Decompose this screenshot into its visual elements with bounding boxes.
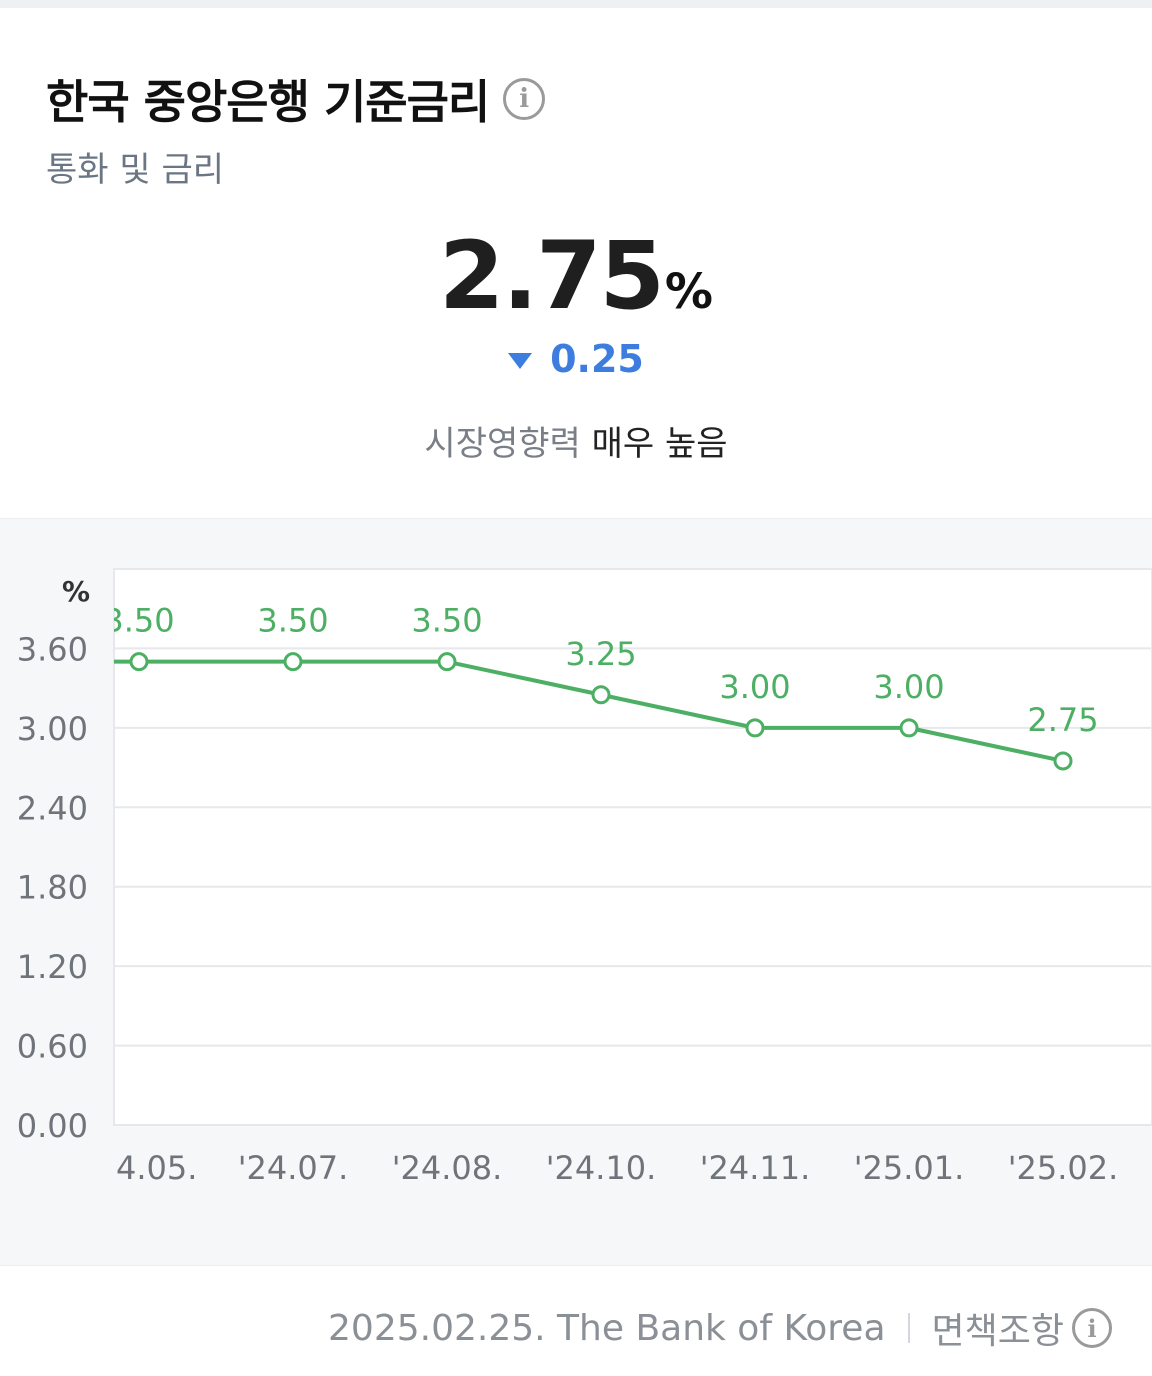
data-point xyxy=(899,718,919,738)
rate-unit: % xyxy=(664,264,714,320)
triangle-down-icon xyxy=(508,353,533,369)
data-point xyxy=(1053,751,1073,771)
data-label: 3.00 xyxy=(873,668,944,706)
market-impact-value: 매우 높음 xyxy=(591,424,728,464)
data-label: 3.00 xyxy=(719,668,790,706)
y-tick-label: 0.00 xyxy=(17,1107,88,1145)
footer-divider xyxy=(907,1313,910,1343)
market-impact-label: 시장영향력 xyxy=(424,424,581,464)
page-title: 한국 중앙은행 기준금리 xyxy=(46,75,490,129)
category-subtitle: 통화 및 금리 xyxy=(46,150,225,190)
header: 한국 중앙은행 기준금리 i 통화 및 금리 xyxy=(46,64,1106,191)
data-point xyxy=(437,652,457,672)
title-row: 한국 중앙은행 기준금리 i xyxy=(46,64,1106,134)
y-tick-label: 3.60 xyxy=(17,630,88,668)
x-tick-label: '24.08. xyxy=(392,1149,503,1187)
data-label: 3.50 xyxy=(411,602,482,640)
info-icon[interactable]: i xyxy=(1072,1308,1112,1348)
y-tick-label: 3.00 xyxy=(17,710,88,748)
top-strip xyxy=(0,0,1152,8)
footer: 2025.02.25. The Bank of Korea 면책조항 i xyxy=(0,1302,1112,1354)
disclaimer-link[interactable]: 면책조항 xyxy=(931,1311,1064,1352)
data-point xyxy=(283,652,303,672)
data-label: 3.25 xyxy=(565,635,636,673)
data-label: 3.50 xyxy=(103,602,174,640)
data-point xyxy=(591,685,611,705)
y-axis-label: % xyxy=(62,575,90,608)
rate-display: 2.75% xyxy=(0,222,1152,331)
rate-change-value: 0.25 xyxy=(550,337,644,381)
info-icon[interactable]: i xyxy=(503,78,546,120)
y-tick-label: 1.80 xyxy=(17,869,88,907)
rate-line-chart: 3.60 3.00 2.40 1.80 1.20 0.60 0.00% 3.50 3.50 3.5… xyxy=(17,568,1152,1187)
rate-value: 2.75 xyxy=(438,222,665,331)
x-tick-label: '25.01. xyxy=(854,1149,965,1187)
data-label: 3.50 xyxy=(257,602,328,640)
rate-block: 2.75% 0.25 xyxy=(0,222,1152,381)
rate-change: 0.25 xyxy=(0,337,1152,381)
y-tick-label: 0.60 xyxy=(17,1028,88,1066)
data-point xyxy=(129,652,149,672)
data-label: 2.75 xyxy=(1027,701,1098,739)
y-tick-label: 2.40 xyxy=(17,789,88,827)
x-tick-label: '24.11. xyxy=(700,1149,811,1187)
footer-source: 2025.02.25. The Bank of Korea xyxy=(328,1307,886,1349)
data-point xyxy=(745,718,765,738)
x-tick-label: '25.02. xyxy=(1008,1149,1119,1187)
x-tick-label: 4.05. xyxy=(116,1149,197,1187)
y-tick-label: 1.20 xyxy=(17,948,88,986)
x-tick-label: '24.10. xyxy=(546,1149,657,1187)
series-line xyxy=(114,659,1064,763)
market-impact: 시장영향력 매우 높음 xyxy=(0,416,1152,465)
chart-panel: 3.60 3.00 2.40 1.80 1.20 0.60 0.00% 3.50 3.50 3.5… xyxy=(0,518,1152,1266)
x-tick-label: '24.07. xyxy=(238,1149,349,1187)
